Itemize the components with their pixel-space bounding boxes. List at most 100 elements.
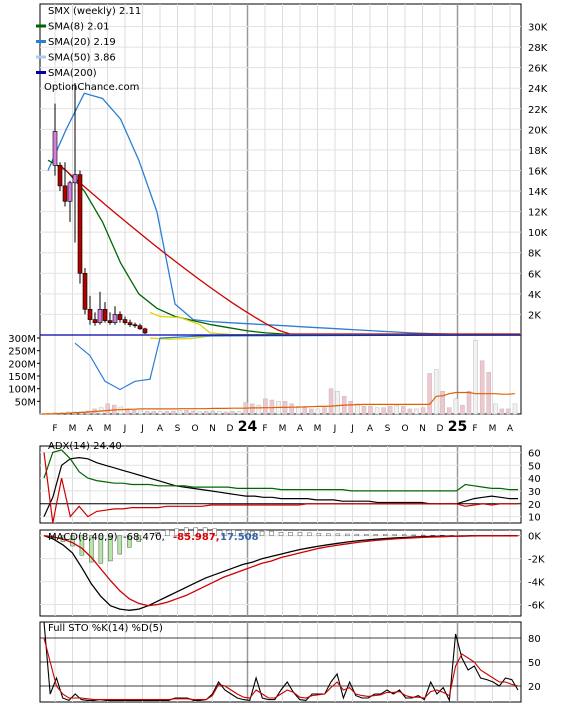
macd-histogram-bar bbox=[411, 534, 416, 536]
x-tick-label: F bbox=[262, 424, 267, 434]
x-tick-label: A bbox=[507, 424, 514, 434]
macd-histogram-bar bbox=[335, 533, 341, 536]
macd-histogram-bar bbox=[136, 535, 142, 542]
lower-sma20-band bbox=[74, 334, 521, 391]
macd-y-tick-label: -6K bbox=[528, 601, 545, 612]
volume-bar bbox=[420, 407, 426, 415]
macd-histogram-bar bbox=[345, 533, 350, 536]
volume-bar bbox=[302, 407, 308, 415]
candle-body bbox=[97, 308, 103, 323]
macd-y-tick-label: 0K bbox=[528, 532, 541, 543]
macd-histogram-bar bbox=[364, 534, 369, 536]
candle-body bbox=[127, 322, 133, 326]
sto-title: Full STO %K(14) %D(5) bbox=[48, 623, 163, 634]
price-y-tick-label: 24K bbox=[528, 84, 548, 95]
volume-bar bbox=[381, 407, 386, 415]
volume-bar bbox=[447, 407, 452, 415]
candle-body bbox=[62, 185, 68, 202]
macd-histogram-bar bbox=[155, 532, 160, 536]
volume-bar bbox=[453, 398, 459, 415]
x-tick-label: A bbox=[157, 424, 164, 434]
price-y-tick-label: 4K bbox=[528, 290, 541, 301]
x-tick-label: M bbox=[279, 424, 287, 434]
macd-histogram-bar bbox=[430, 534, 435, 536]
volume-bar bbox=[355, 403, 360, 415]
macd-histogram-bar bbox=[117, 535, 123, 555]
volume-bar bbox=[328, 388, 334, 415]
macd-legend-value: -85.987, bbox=[173, 532, 220, 543]
volume-bar bbox=[433, 369, 439, 415]
volume-bar bbox=[414, 408, 419, 415]
macd-histogram-bar bbox=[193, 527, 198, 536]
volume-bar bbox=[394, 404, 399, 415]
volume-bar bbox=[105, 403, 110, 415]
macd-histogram-bar bbox=[165, 529, 170, 536]
price-y-tick-label: 6K bbox=[528, 269, 541, 280]
volume-bar bbox=[256, 404, 262, 415]
macd-panel-frame bbox=[39, 529, 522, 617]
x-tick-label: D bbox=[227, 424, 234, 434]
macd-histogram-bar bbox=[212, 528, 217, 536]
x-tick-label: F bbox=[472, 424, 477, 434]
x-tick-label: O bbox=[401, 424, 408, 434]
legend-swatch bbox=[36, 71, 46, 74]
macd-histogram-bar bbox=[231, 529, 236, 536]
candle-body bbox=[52, 131, 58, 166]
price-y-tick-label: 8K bbox=[528, 249, 541, 260]
macd-histogram-bar bbox=[70, 535, 75, 547]
volume-bar bbox=[158, 411, 163, 415]
volume-bar bbox=[368, 406, 373, 415]
x-tick-label: M bbox=[314, 424, 322, 434]
macd-histogram-bar bbox=[373, 534, 378, 536]
volume-bar bbox=[171, 410, 176, 415]
adx-y-tick-label: 60 bbox=[528, 448, 541, 459]
volume-y-tick-label: 50M bbox=[15, 397, 36, 408]
macd-y-tick-label: -2K bbox=[528, 555, 545, 566]
price-y-tick-label: 14K bbox=[528, 187, 548, 198]
price-y-tick-label: 20K bbox=[528, 125, 548, 136]
x-tick-label: O bbox=[191, 424, 198, 434]
x-tick-label: M bbox=[104, 424, 112, 434]
volume-bar bbox=[479, 360, 485, 415]
volume-bar bbox=[223, 411, 229, 415]
macd-histogram-bar bbox=[297, 532, 303, 536]
candle-body bbox=[137, 325, 143, 330]
macd-histogram-bar bbox=[79, 535, 85, 556]
legend-series-label: SMA(8) 2.01 bbox=[48, 22, 109, 33]
macd-histogram-bar bbox=[307, 532, 312, 536]
sto-y-tick-label: 50 bbox=[528, 658, 541, 669]
candle-body bbox=[72, 174, 78, 184]
volume-bar bbox=[210, 410, 216, 415]
volume-bar bbox=[263, 398, 268, 415]
x-tick-label: N bbox=[209, 424, 216, 434]
x-tick-label: A bbox=[87, 424, 94, 434]
volume-bar bbox=[295, 406, 301, 415]
volume-bar bbox=[466, 390, 472, 415]
volume-bar bbox=[230, 411, 235, 415]
volume-bar bbox=[493, 403, 498, 415]
volume-bar bbox=[440, 390, 445, 415]
volume-bar bbox=[374, 407, 380, 415]
volume-bar bbox=[203, 411, 209, 415]
volume-bar bbox=[118, 406, 124, 415]
candle-body bbox=[87, 308, 93, 320]
volume-y-tick-label: 300M bbox=[8, 334, 36, 345]
volume-y-tick-label: 100M bbox=[8, 385, 36, 396]
x-tick-label: M bbox=[69, 424, 77, 434]
macd-histogram-bar bbox=[174, 528, 179, 536]
candle-body bbox=[142, 328, 148, 334]
macd-histogram-bar bbox=[108, 535, 113, 562]
macd-histogram-bar bbox=[89, 535, 94, 563]
adx-series-line bbox=[43, 456, 518, 517]
price-y-tick-label: 22K bbox=[528, 105, 548, 116]
candle-body bbox=[102, 308, 108, 321]
volume-bar bbox=[506, 408, 511, 415]
price-y-tick-label: 16K bbox=[528, 166, 548, 177]
volume-bar bbox=[401, 406, 406, 415]
volume-bar bbox=[512, 403, 518, 415]
volume-bar bbox=[249, 403, 255, 415]
price-y-tick-label: 2K bbox=[528, 310, 541, 321]
macd-histogram-bar bbox=[383, 534, 388, 536]
candle-body bbox=[77, 174, 83, 274]
